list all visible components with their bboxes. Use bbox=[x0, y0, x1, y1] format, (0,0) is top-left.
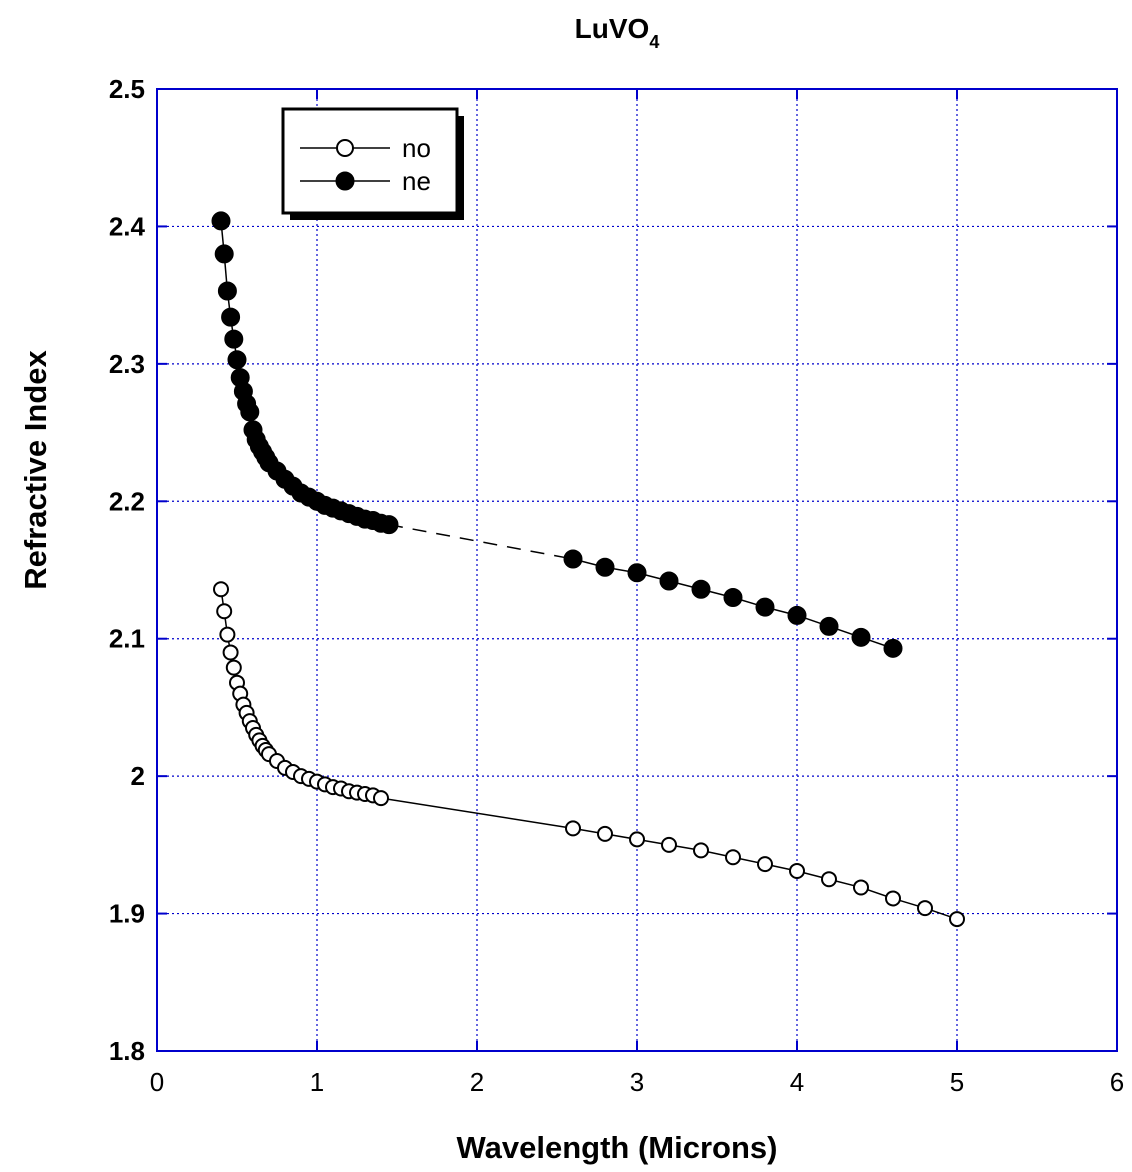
y-tick-label: 2 bbox=[131, 761, 145, 791]
series-no-point bbox=[216, 603, 233, 620]
series-ne-point bbox=[819, 616, 839, 636]
series-no-point bbox=[565, 820, 581, 837]
series-no-point bbox=[373, 790, 389, 807]
series-no-point bbox=[885, 890, 901, 907]
series-no-point bbox=[853, 879, 869, 896]
series-no-point bbox=[757, 856, 773, 873]
x-tick-label: 2 bbox=[470, 1067, 484, 1097]
chart-title-main: LuVO bbox=[575, 13, 650, 44]
series-no-point bbox=[821, 871, 837, 888]
series-no-point bbox=[949, 911, 965, 928]
series-ne-point bbox=[659, 571, 679, 591]
series-no-point bbox=[661, 836, 677, 853]
series-no-point bbox=[225, 659, 242, 676]
y-tick-label: 2.5 bbox=[109, 74, 145, 104]
series-ne-point bbox=[224, 329, 244, 349]
series-ne-point bbox=[595, 557, 615, 577]
series-no-point bbox=[219, 626, 236, 643]
series-ne-point bbox=[787, 605, 807, 625]
legend-marker-no bbox=[336, 139, 354, 157]
series-ne-point bbox=[723, 587, 743, 607]
series-ne-point bbox=[851, 627, 871, 647]
legend-label-no: no bbox=[402, 133, 431, 163]
series-no-point bbox=[725, 849, 741, 866]
x-tick-label: 3 bbox=[630, 1067, 644, 1097]
series-markers bbox=[211, 211, 965, 928]
series-ne-point bbox=[211, 211, 231, 231]
x-tick-label: 0 bbox=[150, 1067, 164, 1097]
series-ne-point bbox=[217, 281, 237, 301]
series-no-point bbox=[222, 644, 239, 661]
legend-box bbox=[281, 107, 459, 215]
series-ne-point bbox=[379, 515, 399, 535]
series-ne-point bbox=[691, 579, 711, 599]
series-ne-point bbox=[563, 549, 583, 569]
y-axis-title: Refractive Index bbox=[18, 349, 53, 589]
x-tick-label: 4 bbox=[790, 1067, 804, 1097]
series-ne-point bbox=[227, 350, 247, 370]
y-tick-label: 1.9 bbox=[109, 899, 145, 929]
series-ne-point bbox=[214, 244, 234, 264]
series-no-point bbox=[213, 581, 229, 598]
x-tick-label: 5 bbox=[950, 1067, 964, 1097]
chart-title-subscript: 4 bbox=[649, 32, 659, 52]
y-tick-label: 2.4 bbox=[109, 211, 146, 241]
legend-marker-ne bbox=[335, 171, 355, 191]
chart-title: LuVO4 bbox=[575, 13, 660, 52]
y-tick-label: 1.8 bbox=[109, 1036, 145, 1066]
series-ne-point bbox=[240, 402, 260, 422]
series-ne-point bbox=[627, 563, 647, 583]
series-lines bbox=[220, 220, 958, 920]
series-ne-segment bbox=[388, 523, 574, 560]
series-no-point bbox=[629, 831, 645, 848]
x-axis-title: Wavelength (Microns) bbox=[457, 1130, 778, 1165]
y-tick-label: 2.1 bbox=[109, 624, 145, 654]
series-no-point bbox=[917, 900, 933, 917]
series-ne-point bbox=[221, 307, 241, 327]
series-ne-point bbox=[883, 638, 903, 658]
x-tick-label: 1 bbox=[310, 1067, 324, 1097]
legend: no ne bbox=[281, 107, 464, 220]
series-no-segment bbox=[380, 797, 574, 830]
axis-ticks: 0 1 2 3 4 5 6 1.8 1.9 2 2.1 2.2 2.3 2.4 2.5 bbox=[109, 74, 1124, 1097]
x-tick-label: 6 bbox=[1110, 1067, 1124, 1097]
series-ne-point bbox=[755, 597, 775, 617]
y-tick-label: 2.3 bbox=[109, 349, 145, 379]
series-no-point bbox=[693, 842, 709, 859]
series-no-point bbox=[789, 862, 805, 879]
y-tick-label: 2.2 bbox=[109, 486, 145, 516]
series-no-point bbox=[597, 825, 613, 842]
legend-label-ne: ne bbox=[402, 166, 431, 196]
